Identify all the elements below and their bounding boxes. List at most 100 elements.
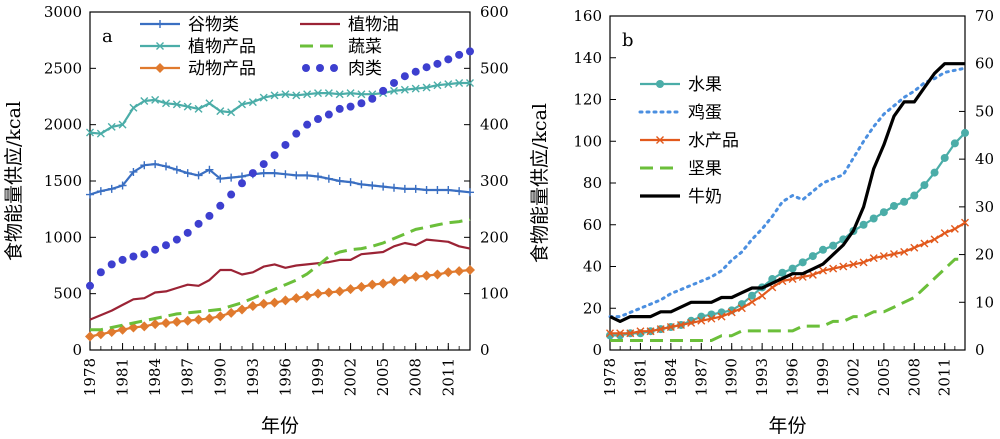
data-point xyxy=(86,128,94,137)
panel-b: 0 20 40 60 80 100 120 140 160 0 10 20 30 40 50 60 70 1978… xyxy=(529,7,994,437)
data-point xyxy=(432,269,443,280)
data-point xyxy=(748,291,756,300)
y-right-tick-label: 300 xyxy=(480,172,509,190)
data-point xyxy=(808,252,817,261)
data-point xyxy=(411,67,420,76)
data-point xyxy=(292,91,301,100)
data-point xyxy=(707,314,716,323)
legend-item: 蔬菜 xyxy=(300,37,382,57)
data-point xyxy=(151,245,160,254)
legend-label: 牛奶 xyxy=(688,187,722,207)
y-left-tick-label: 2000 xyxy=(44,116,82,134)
x-tick-label: 2011 xyxy=(439,358,457,396)
legend-label: 蔬菜 xyxy=(348,37,382,57)
series-4 xyxy=(90,217,471,332)
series-line xyxy=(608,66,967,319)
data-point xyxy=(869,214,878,223)
data-point xyxy=(238,100,246,109)
data-point xyxy=(183,228,192,237)
data-point xyxy=(107,260,116,269)
data-point xyxy=(920,181,929,190)
x-tick-label: 1990 xyxy=(211,358,229,396)
data-point xyxy=(129,167,138,176)
data-point xyxy=(150,319,161,330)
data-point xyxy=(400,184,409,193)
y-right-tick-label: 10 xyxy=(975,293,994,311)
y-left-tick-label: 80 xyxy=(583,174,602,192)
data-point xyxy=(636,327,645,336)
data-point xyxy=(270,91,279,100)
y-right-tick-label: 600 xyxy=(480,3,509,21)
series-2 xyxy=(85,265,475,342)
data-point xyxy=(216,174,225,183)
y-left-tick-label: 2500 xyxy=(44,59,82,77)
data-point xyxy=(227,190,236,199)
data-point xyxy=(910,243,919,252)
legend-label: 植物油 xyxy=(348,15,399,35)
data-point xyxy=(215,311,226,322)
data-point xyxy=(717,312,726,321)
data-point xyxy=(346,102,355,111)
data-point xyxy=(248,169,257,178)
data-point xyxy=(389,276,399,287)
series-0 xyxy=(606,128,969,340)
data-point xyxy=(869,254,878,263)
data-point xyxy=(227,108,236,117)
y-left-tick-label: 100 xyxy=(573,132,602,150)
data-point xyxy=(107,184,116,193)
data-point xyxy=(314,115,322,124)
series-0 xyxy=(86,160,474,199)
data-point xyxy=(879,208,888,217)
x-tick-label: 1996 xyxy=(784,358,802,396)
data-point xyxy=(118,181,127,190)
legend-marker xyxy=(302,64,310,72)
data-point xyxy=(314,89,322,98)
data-point xyxy=(269,297,280,308)
data-point xyxy=(455,78,464,87)
data-point xyxy=(443,267,454,278)
data-point xyxy=(466,47,474,56)
data-point xyxy=(808,270,817,279)
data-point xyxy=(930,235,939,244)
data-point xyxy=(798,258,807,267)
data-point xyxy=(270,169,279,178)
data-point xyxy=(890,201,898,210)
series-line xyxy=(89,163,471,196)
y-left-tick-label: 60 xyxy=(583,216,602,234)
x-axis-label: 年份 xyxy=(768,415,806,437)
legend-label: 鸡蛋 xyxy=(688,103,722,123)
series-line xyxy=(89,81,470,135)
data-point xyxy=(238,172,246,181)
data-point xyxy=(390,78,398,87)
data-point xyxy=(281,140,290,149)
data-point xyxy=(162,99,170,108)
data-point xyxy=(444,80,453,89)
data-point xyxy=(194,104,203,113)
series-1 xyxy=(608,66,967,319)
data-point xyxy=(411,184,420,193)
data-point xyxy=(466,188,474,197)
data-point xyxy=(324,110,333,119)
data-point xyxy=(466,78,474,87)
data-point xyxy=(920,239,929,248)
data-point xyxy=(900,247,909,256)
y-left-tick-label: 140 xyxy=(573,49,602,67)
data-point xyxy=(280,295,291,306)
series-line xyxy=(610,132,966,337)
panel-letter: a xyxy=(102,26,113,47)
x-tick-label: 1990 xyxy=(723,358,741,396)
data-point xyxy=(107,122,116,131)
x-tick-label: 1981 xyxy=(114,358,132,396)
panel-a: 0 500 1000 1500 2000 2500 3000 0 100 200 300 400 500… xyxy=(3,3,509,437)
legend-item: 谷物类 xyxy=(140,15,239,35)
data-point xyxy=(259,93,268,102)
x-tick-label: 1978 xyxy=(81,358,99,396)
data-point xyxy=(422,83,431,92)
x-tick-label: 1999 xyxy=(814,358,832,396)
data-point xyxy=(356,281,367,292)
data-point xyxy=(118,120,127,129)
data-point xyxy=(930,168,939,177)
y-right-tick-label: 0 xyxy=(480,341,490,359)
data-point xyxy=(118,255,127,264)
data-point xyxy=(687,318,696,327)
